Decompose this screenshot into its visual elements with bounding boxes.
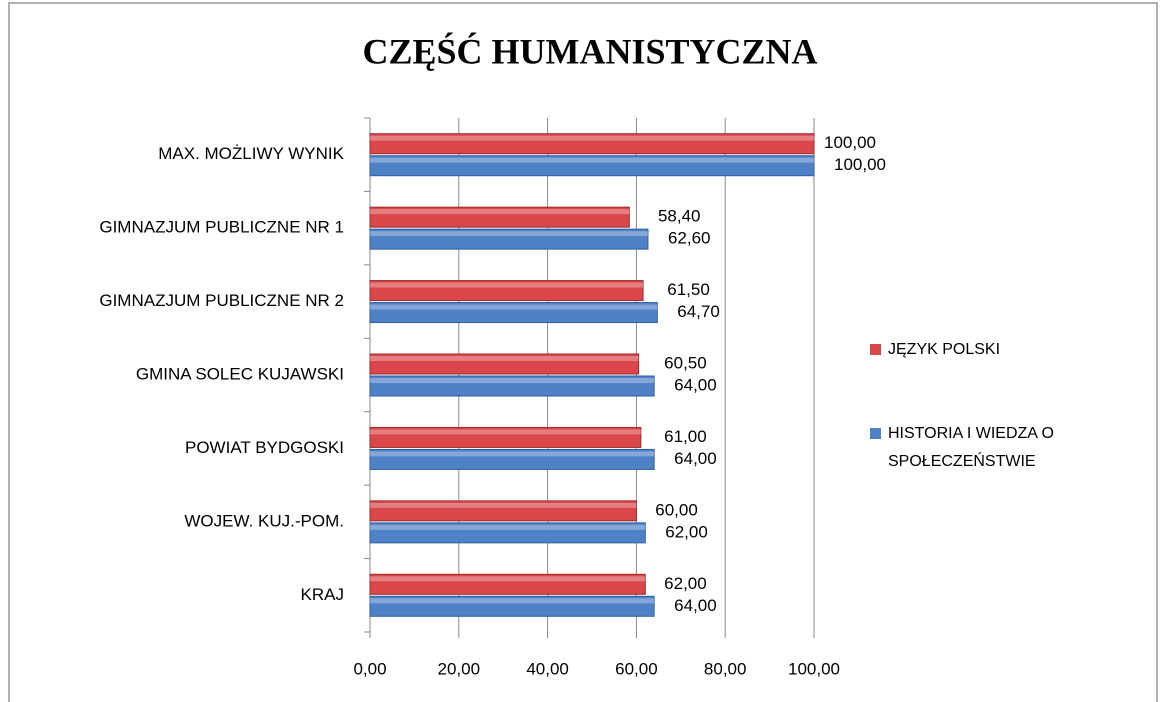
bar-shine: [370, 451, 655, 457]
bar: [369, 448, 655, 470]
y-tick-label: WOJEW. KUJ.-POM.: [184, 511, 344, 530]
y-tick-label: GMINA SOLEC KUJAWSKI: [136, 364, 344, 383]
bar-shine: [370, 157, 814, 163]
frame: [8, 2, 1158, 702]
value-label: 100,00: [834, 155, 886, 174]
bar: [369, 133, 815, 155]
y-tick-label: GIMNAZJUM PUBLICZNE NR 1: [99, 218, 344, 237]
bar: [369, 500, 637, 522]
value-label: 61,00: [664, 427, 707, 446]
bar-shine: [370, 135, 814, 141]
legend-label: HISTORIA I WIEDZA O SPOŁECZEŃSTWIE: [888, 425, 1054, 470]
bar: [369, 302, 658, 324]
y-tick-label: POWIAT BYDGOSKI: [185, 438, 344, 457]
y-tick-label: GIMNAZJUM PUBLICZNE NR 2: [99, 291, 344, 310]
value-label: 58,40: [658, 207, 701, 226]
value-label: 64,70: [677, 302, 720, 321]
value-label: 62,00: [665, 522, 708, 541]
bar: [369, 426, 642, 448]
bar: [369, 573, 646, 595]
bar-shine: [370, 576, 646, 582]
bar-shine: [370, 502, 637, 508]
x-tick-label: 60,00: [615, 659, 658, 678]
bar-shine: [370, 231, 648, 237]
bar: [369, 155, 815, 177]
bar: [369, 280, 644, 302]
bar: [369, 228, 649, 250]
bar-shine: [370, 524, 646, 530]
bar-shine: [370, 209, 630, 215]
bar-shine: [370, 356, 639, 361]
legend-label: JĘZYK POLSKI: [888, 341, 1001, 358]
value-label: 60,00: [655, 500, 698, 519]
y-tick-label: MAX. MOŻLIWY WYNIK: [158, 144, 344, 163]
bar-shine: [370, 304, 658, 310]
value-label: 62,60: [668, 229, 711, 248]
value-label: 64,00: [674, 449, 717, 468]
bar: [369, 353, 640, 375]
x-tick-label: 80,00: [704, 659, 747, 678]
legend-item: HISTORIA I WIEDZA O SPOŁECZEŃSTWIE: [870, 420, 1138, 476]
value-label: 64,00: [674, 596, 717, 615]
legend-item: JĘZYK POLSKI: [870, 336, 1138, 364]
y-tick-label: KRAJ: [301, 585, 344, 604]
bar: [369, 595, 655, 617]
bar: [369, 375, 655, 397]
bar: [369, 206, 630, 228]
legend-swatch: [870, 428, 881, 439]
x-tick-label: 100,00: [788, 659, 840, 678]
x-tick-label: 20,00: [438, 659, 481, 678]
bar: [369, 522, 646, 544]
bar-shine: [370, 598, 655, 604]
x-tick-label: 0,00: [353, 659, 386, 678]
bar-shine: [370, 282, 644, 288]
value-label: 60,50: [664, 353, 707, 372]
x-tick-label: 40,00: [526, 659, 569, 678]
legend-swatch: [870, 344, 881, 355]
value-label: 100,00: [824, 133, 876, 152]
value-label: 62,00: [664, 574, 707, 593]
value-label: 61,50: [667, 280, 710, 299]
value-label: 64,00: [674, 375, 717, 394]
bar-shine: [370, 429, 641, 435]
bar-shine: [370, 378, 655, 383]
chart-title: CZĘŚĆ HUMANISTYCZNA: [362, 31, 817, 71]
